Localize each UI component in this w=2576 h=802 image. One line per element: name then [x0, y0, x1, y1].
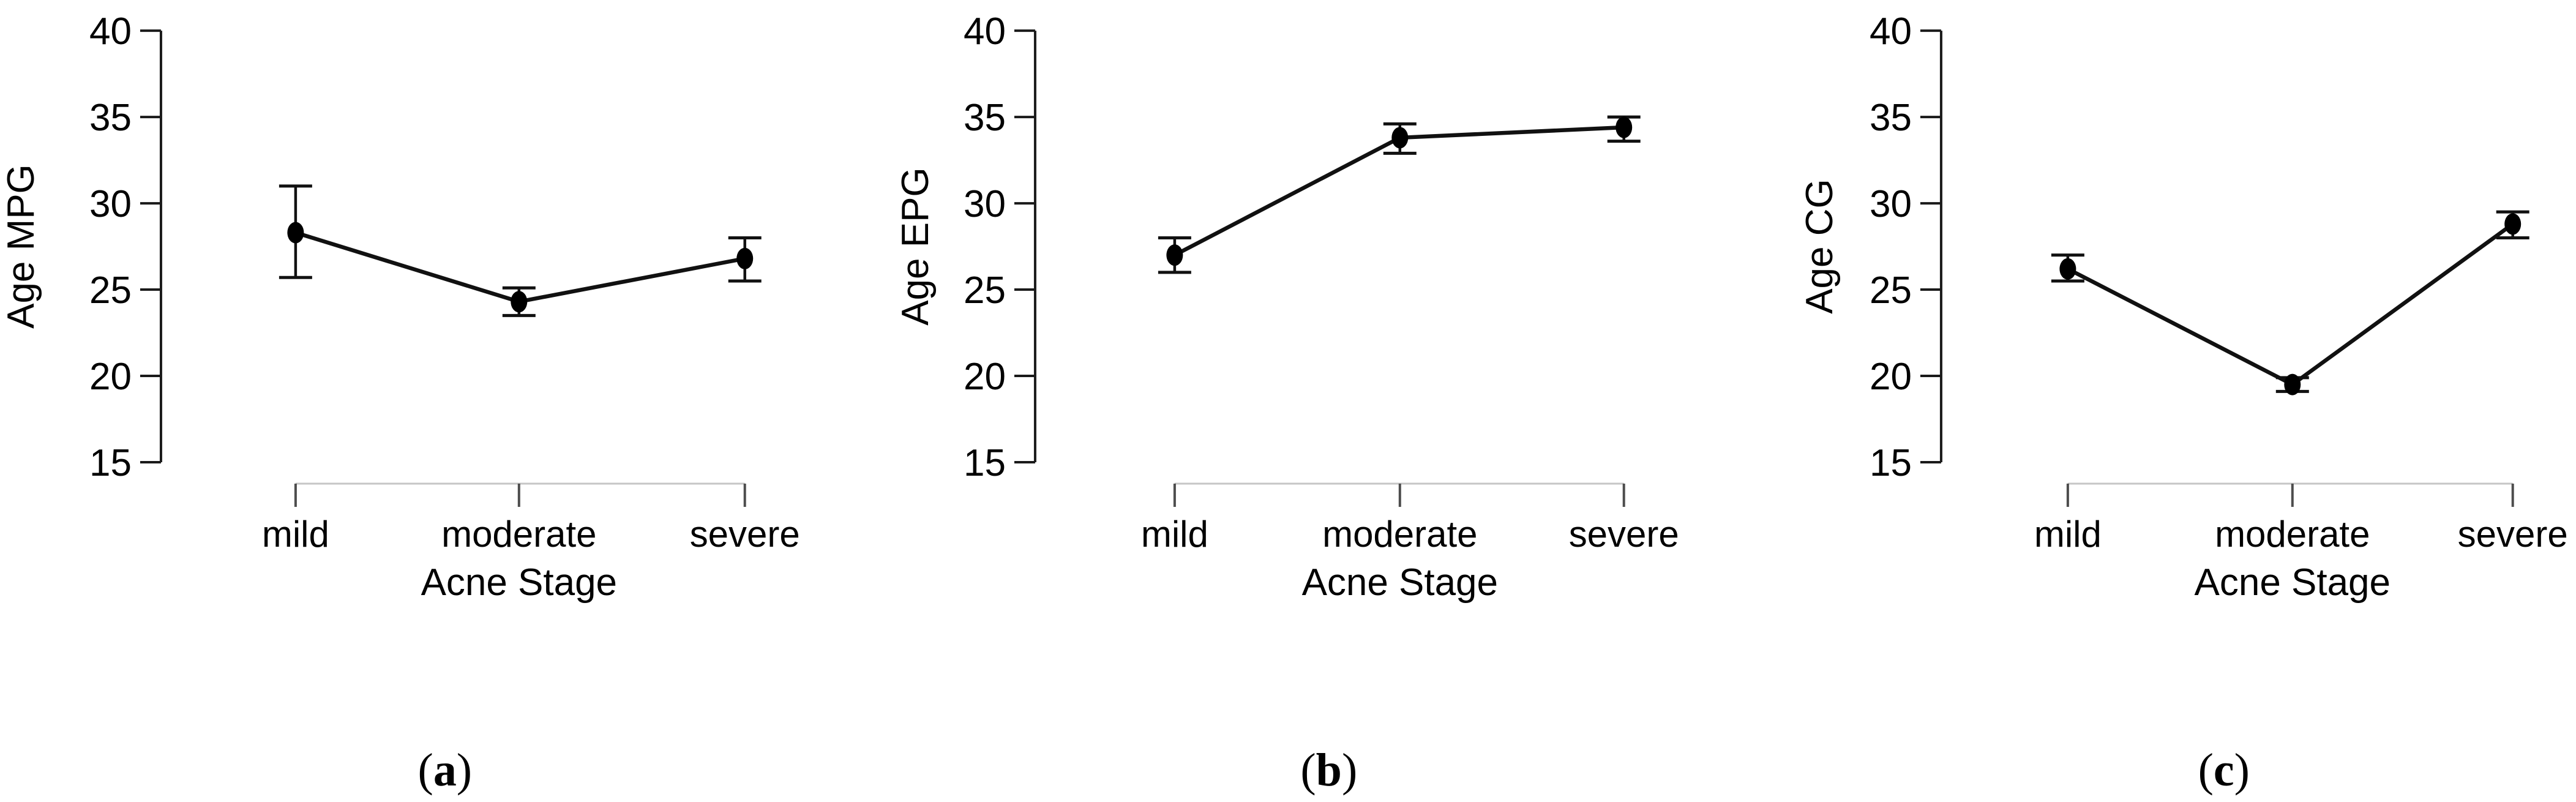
panel-c: 15 20 25 30 35 40 Age CG mild moderate severe Acne… [1717, 0, 2576, 802]
panel-b-chart: 15 20 25 30 35 40 Age EPG mild moderate severe Acn… [894, 10, 1679, 796]
y-axis-tick-label: 20 [964, 356, 1006, 398]
x-axis-title: Acne Stage [1301, 561, 1497, 604]
y-axis-tick-label: 30 [89, 183, 132, 225]
panel-letter-label: (a) [418, 744, 473, 796]
panel-c-chart: 15 20 25 30 35 40 Age CG mild moderate severe Acne… [1799, 10, 2568, 796]
y-axis-tick-label: 25 [1870, 269, 1912, 312]
x-axis-tick-label: moderate [2215, 514, 2370, 555]
y-axis-tick-label: 35 [89, 97, 132, 139]
x-axis-tick-label: mild [1141, 514, 1208, 555]
x-axis-tick-label: severe [1568, 514, 1679, 555]
data-point [2284, 373, 2301, 395]
y-axis-tick-label: 35 [964, 97, 1006, 139]
x-axis-tick-label: severe [2458, 514, 2568, 555]
y-axis-tick-label: 15 [1870, 442, 1912, 484]
x-axis-title: Acne Stage [2195, 561, 2391, 604]
y-axis-tick-label: 25 [89, 269, 132, 312]
data-point [1615, 116, 1632, 138]
y-axis-tick-label: 30 [964, 183, 1006, 225]
x-axis-tick-label: moderate [441, 514, 596, 555]
y-axis-title: Age EPG [894, 167, 937, 325]
data-point [287, 222, 304, 244]
y-axis-tick-label: 30 [1870, 183, 1912, 225]
x-axis-tick-label: mild [2034, 514, 2102, 555]
panel-b: 15 20 25 30 35 40 Age EPG mild moderate severe Acn… [859, 0, 1718, 802]
y-axis-tick-label: 20 [89, 356, 132, 398]
data-point [1391, 127, 1408, 149]
panel-letter-label: (b) [1300, 744, 1357, 796]
y-axis-tick-label: 35 [1870, 97, 1912, 139]
data-point [2504, 213, 2522, 235]
x-axis-tick-label: mild [262, 514, 329, 555]
panel-letter-label: (c) [2198, 744, 2250, 796]
x-axis-title: Acne Stage [421, 561, 617, 604]
data-point [2059, 258, 2076, 280]
y-axis-tick-label: 20 [1870, 356, 1912, 398]
y-axis-tick-label: 15 [89, 442, 132, 484]
y-axis-tick-label: 40 [89, 10, 132, 53]
panel-a-chart: 15 20 25 30 35 40 Age MPG mild moderate severe Acn… [0, 10, 800, 796]
panel-a: 15 20 25 30 35 40 Age MPG mild moderate severe Acn… [0, 0, 859, 802]
y-axis-title: Age CG [1799, 179, 1841, 313]
x-axis-tick-label: moderate [1322, 514, 1477, 555]
y-axis-tick-label: 25 [964, 269, 1006, 312]
y-axis-tick-label: 40 [964, 10, 1006, 53]
data-point [511, 291, 528, 313]
data-point [736, 247, 754, 269]
y-axis-tick-label: 40 [1870, 10, 1912, 53]
y-axis-title: Age MPG [0, 164, 42, 329]
data-point [1166, 244, 1183, 266]
series-line [2067, 222, 2514, 387]
x-axis-tick-label: severe [690, 514, 800, 555]
y-axis-tick-label: 15 [964, 442, 1006, 484]
